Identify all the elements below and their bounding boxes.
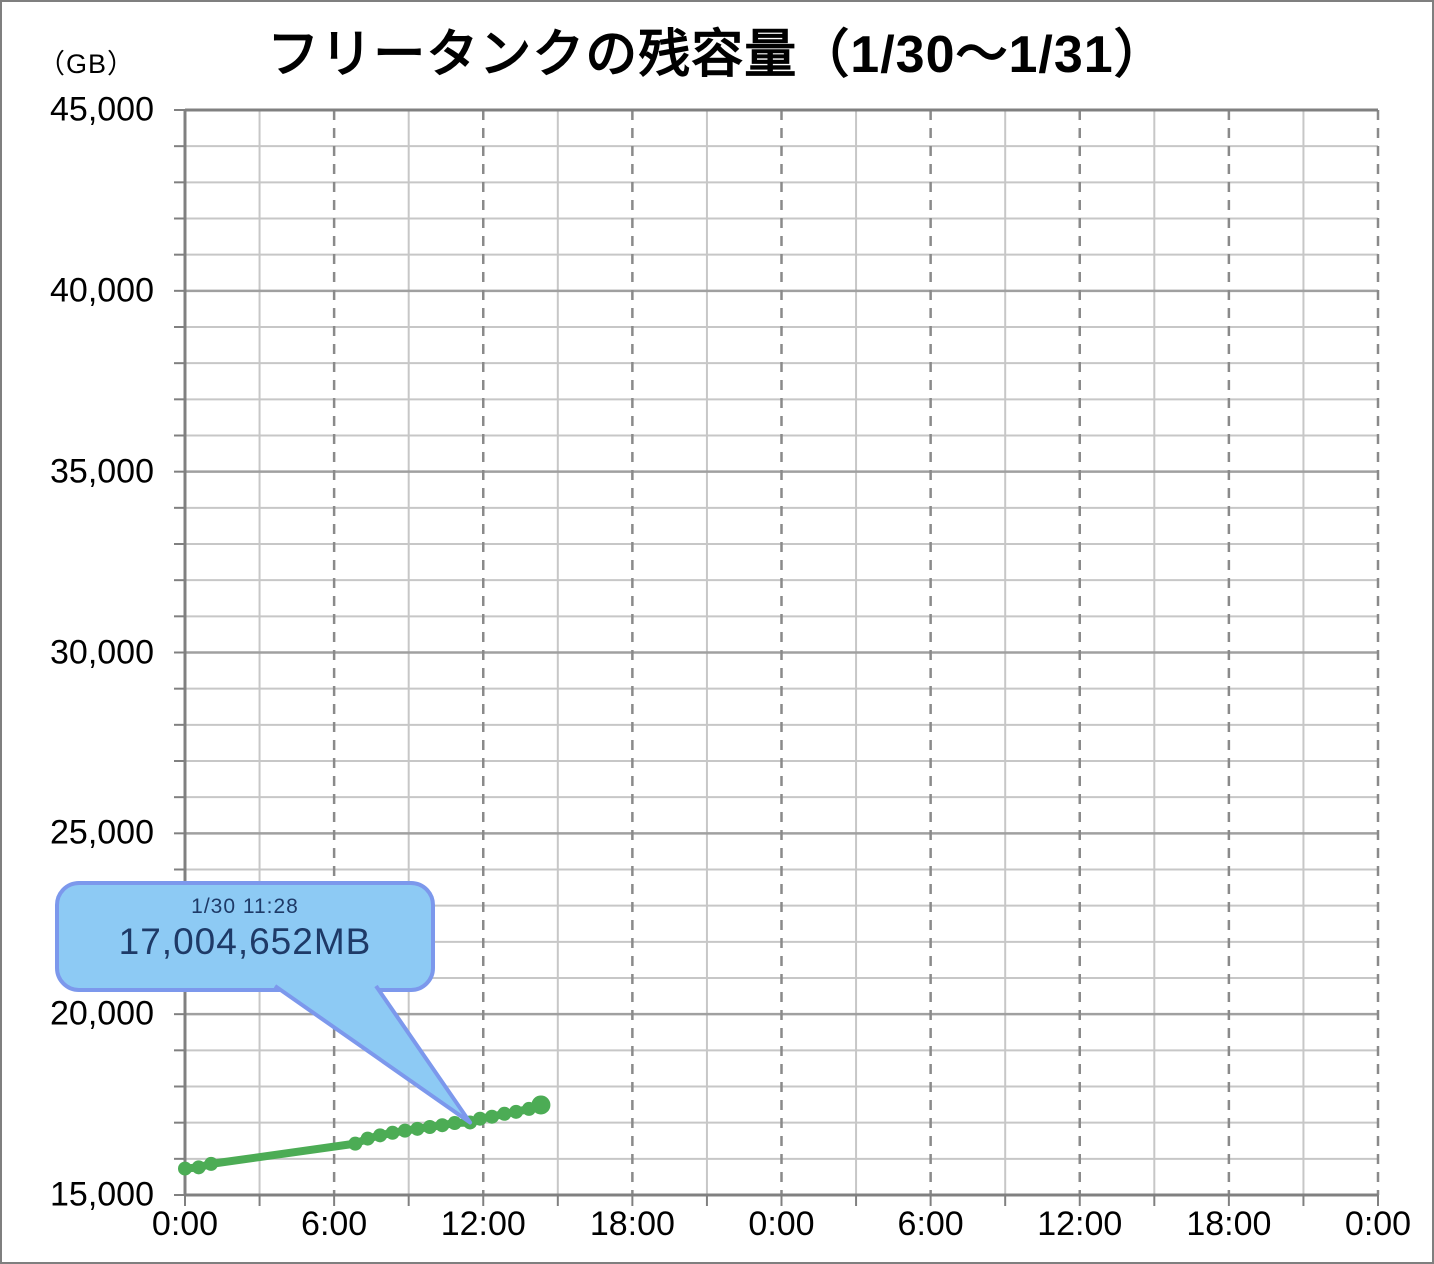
y-axis-tick-label: 40,000 bbox=[50, 271, 154, 310]
data-point-marker bbox=[447, 1116, 462, 1131]
callout-timestamp: 1/30 11:28 bbox=[191, 895, 299, 918]
data-point-marker bbox=[473, 1111, 488, 1126]
data-point-marker bbox=[497, 1106, 512, 1121]
x-axis-tick-label: 12:00 bbox=[1037, 1205, 1123, 1243]
data-point-marker bbox=[397, 1123, 412, 1138]
data-point-marker bbox=[435, 1118, 450, 1133]
x-axis-tick-label: 0:00 bbox=[1344, 1205, 1412, 1243]
y-axis-unit-label: （GB） bbox=[38, 49, 136, 79]
data-series-line bbox=[181, 1100, 545, 1173]
data-point-marker bbox=[178, 1161, 192, 1176]
gridlines-minor bbox=[185, 110, 1378, 1195]
x-axis-tick-label: 0:00 bbox=[151, 1205, 219, 1243]
data-series bbox=[178, 1095, 551, 1176]
x-axis-tick-label: 18:00 bbox=[1186, 1205, 1272, 1243]
callout-value: 17,004,652MB bbox=[118, 921, 372, 962]
y-axis-tick-label: 25,000 bbox=[50, 813, 154, 852]
data-point-marker bbox=[191, 1160, 206, 1175]
data-point-marker bbox=[348, 1136, 363, 1151]
data-point-marker bbox=[373, 1128, 388, 1143]
data-point-marker bbox=[360, 1131, 375, 1146]
data-point-marker bbox=[509, 1104, 524, 1119]
axis-ticks bbox=[174, 109, 1379, 1206]
data-point-marker bbox=[463, 1115, 478, 1130]
x-axis-tick-label: 18:00 bbox=[589, 1205, 675, 1243]
x-axis-tick-label: 0:00 bbox=[748, 1205, 815, 1243]
data-point-marker bbox=[521, 1101, 536, 1116]
chart-title: フリータンクの残容量（1/30～1/31） bbox=[267, 26, 1167, 84]
callout-pointer-triangle bbox=[273, 984, 473, 1125]
y-axis-tick-label: 35,000 bbox=[50, 452, 154, 491]
x-axis-tick-label: 6:00 bbox=[301, 1205, 368, 1243]
y-axis-tick-label: 30,000 bbox=[50, 633, 154, 671]
y-axis-tick-label: 15,000 bbox=[50, 1175, 154, 1214]
data-point-marker bbox=[531, 1095, 551, 1115]
y-axis-tick-label: 45,000 bbox=[50, 90, 154, 129]
data-point-marker bbox=[204, 1156, 219, 1171]
y-axis-tick-label: 20,000 bbox=[50, 994, 154, 1033]
plot-border bbox=[183, 108, 1378, 1197]
x-axis-tick-label: 6:00 bbox=[897, 1205, 964, 1243]
data-point-marker bbox=[484, 1109, 499, 1124]
data-point-marker bbox=[385, 1125, 400, 1140]
x-axis-tick-label: 12:00 bbox=[440, 1205, 526, 1243]
data-point-marker bbox=[410, 1121, 425, 1136]
data-callout: 1/30 11:28 17,004,652MB bbox=[55, 881, 435, 992]
gridlines-dashed bbox=[332, 110, 1380, 1195]
data-point-marker bbox=[422, 1120, 437, 1135]
